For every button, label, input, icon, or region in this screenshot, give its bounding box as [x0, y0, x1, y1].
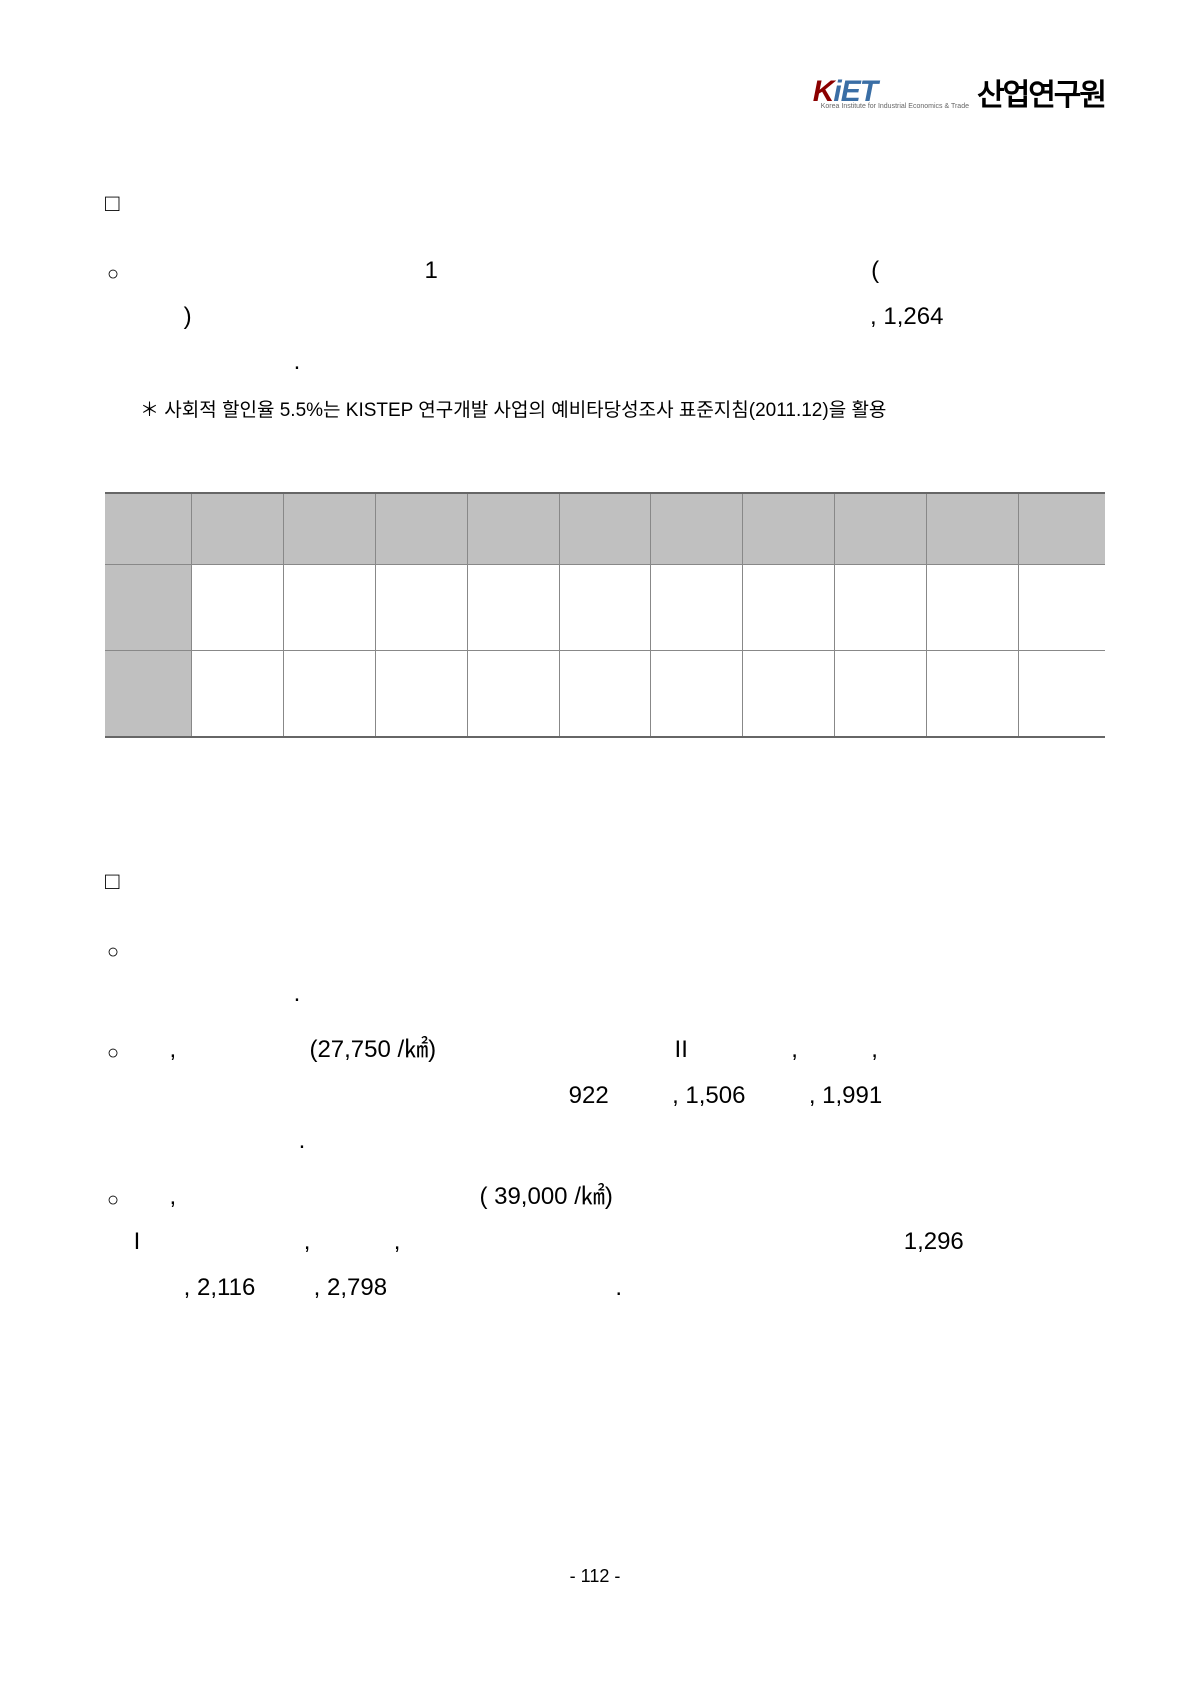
logo-mark-wrapper: KiET Korea Institute for Industrial Econ… — [813, 75, 969, 110]
p3-n1: , 2,116 — [184, 1274, 256, 1301]
table-cell — [651, 651, 743, 737]
table-label-cell — [105, 651, 192, 737]
section1-circle-para: ○ 1 ( ) , 1,264 . — [105, 248, 1105, 385]
table-cell — [192, 651, 284, 737]
circle-bullet-icon: ○ — [107, 1042, 119, 1064]
p2-roman: II — [675, 1036, 688, 1063]
p3-comma2: , — [304, 1228, 311, 1255]
p3-roman: I — [134, 1228, 141, 1255]
asterisk-text: ＊ 사회적 할인율 5.5%는 KISTEP 연구개발 사업의 예비타당성조사 … — [140, 400, 886, 421]
logo-korean: 산업연구원 — [977, 70, 1105, 114]
table-cell — [835, 651, 927, 737]
p2-comma3: , — [871, 1036, 878, 1063]
table-header-cell — [559, 493, 651, 565]
table-header-cell — [284, 493, 376, 565]
table-label-cell — [105, 565, 192, 651]
close-paren: ) — [184, 303, 192, 330]
data-table-wrapper — [105, 492, 1105, 738]
table-cell — [1018, 651, 1105, 737]
table-cell — [926, 565, 1018, 651]
val-1264: , 1,264 — [870, 303, 943, 330]
circle-bullet-icon: ○ — [107, 941, 119, 963]
p2-comma: , — [169, 1036, 176, 1063]
square-bullet-icon: □ — [105, 190, 120, 217]
p2-comma2: , — [791, 1036, 798, 1063]
section2-circle-para-1: ○ . — [105, 926, 1105, 1017]
table-row — [105, 565, 1105, 651]
table-header-row — [105, 493, 1105, 565]
p1-dot: . — [294, 980, 301, 1007]
table-header-cell — [192, 493, 284, 565]
table-header-cell — [1018, 493, 1105, 565]
section1-asterisk: ＊ 사회적 할인율 5.5%는 KISTEP 연구개발 사업의 예비타당성조사 … — [140, 395, 1105, 422]
table-header-cell — [926, 493, 1018, 565]
table-header-cell — [835, 493, 927, 565]
table-header-cell — [105, 493, 192, 565]
p3-val1: ( 39,000 /㎢) — [479, 1183, 612, 1210]
logo-subtext: Korea Institute for Industrial Economics… — [821, 103, 969, 110]
p3-dot: . — [615, 1274, 622, 1301]
table-cell — [467, 651, 559, 737]
table-cell — [835, 565, 927, 651]
section2-square: □ — [105, 868, 1105, 896]
p2-dot: . — [299, 1127, 306, 1154]
sentence-dot: . — [294, 348, 301, 375]
p3-comma: , — [169, 1183, 176, 1210]
table-cell — [1018, 565, 1105, 651]
table-cell — [743, 651, 835, 737]
section1-square: □ — [105, 190, 1105, 218]
table-cell — [926, 651, 1018, 737]
open-paren: ( — [871, 257, 879, 284]
square-bullet-icon: □ — [105, 868, 120, 895]
page-number: - 112 - — [0, 1566, 1190, 1587]
p3-nA: 1,296 — [904, 1228, 964, 1255]
table-header-cell — [375, 493, 467, 565]
num-1: 1 — [424, 257, 437, 284]
table-cell — [743, 565, 835, 651]
p3-n2: , 2,798 — [314, 1274, 387, 1301]
table-cell — [284, 565, 376, 651]
table-header-cell — [467, 493, 559, 565]
table-cell — [375, 565, 467, 651]
table-header-cell — [743, 493, 835, 565]
p3-comma3: , — [394, 1228, 401, 1255]
table-row — [105, 651, 1105, 737]
circle-bullet-icon: ○ — [107, 1189, 119, 1211]
p2-n3: , 1,991 — [809, 1082, 882, 1109]
section2: □ ○ . ○ , (27,750 /㎢) II , , 922 , 1,506 — [105, 868, 1105, 1311]
table-cell — [192, 565, 284, 651]
table-cell — [559, 565, 651, 651]
table-cell — [559, 651, 651, 737]
table-cell — [375, 651, 467, 737]
table-cell — [467, 565, 559, 651]
header-logo: KiET Korea Institute for Industrial Econ… — [813, 70, 1105, 114]
p2-val1: (27,750 /㎢) — [309, 1036, 436, 1063]
p2-n1: 922 — [569, 1082, 609, 1109]
table-cell — [651, 565, 743, 651]
section2-circle-para-3: ○ , ( 39,000 /㎢) I , , 1,296 , 2,116 , 2… — [105, 1174, 1105, 1311]
section2-circle-para-2: ○ , (27,750 /㎢) II , , 922 , 1,506 , 1,9… — [105, 1027, 1105, 1164]
circle-bullet-icon: ○ — [107, 263, 119, 285]
p2-n2: , 1,506 — [672, 1082, 745, 1109]
table-header-cell — [651, 493, 743, 565]
data-table — [105, 492, 1105, 738]
table-cell — [284, 651, 376, 737]
page-content: □ ○ 1 ( ) , 1,264 . ＊ 사회적 할인율 5.5%는 KIST… — [105, 190, 1105, 1321]
